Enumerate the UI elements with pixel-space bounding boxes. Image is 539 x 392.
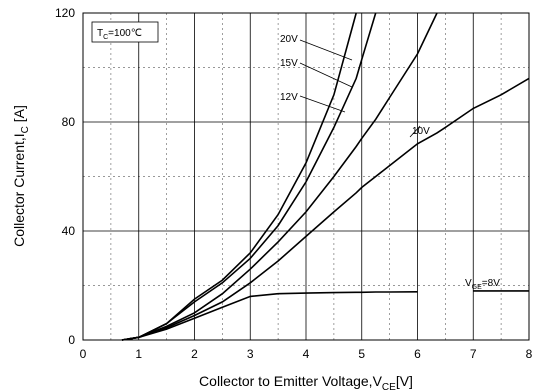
condition-rest: =100℃ (108, 28, 142, 39)
series-label: 10V (412, 126, 430, 137)
condition-sub: C (103, 34, 108, 41)
leader-line (299, 39, 353, 61)
y-label-unit: [A] (11, 105, 27, 126)
x-label-main: Collector to Emitter Voltage,V (199, 373, 383, 389)
x-tick-label: 0 (80, 347, 87, 361)
leader-line (299, 95, 346, 113)
x-tick-label: 4 (303, 347, 310, 361)
x-axis-label: Collector to Emitter Voltage,VCE[V] (199, 373, 413, 392)
condition-main: T (97, 28, 103, 39)
x-tick-label: 5 (358, 347, 365, 361)
x-tick-label: 2 (191, 347, 198, 361)
x-label-unit: [V] (396, 373, 413, 389)
x-tick-label: 8 (526, 347, 533, 361)
x-tick-label: 6 (414, 347, 421, 361)
series-label-rest: =8V (482, 278, 500, 289)
y-tick-label: 80 (62, 115, 76, 129)
series-line (121, 12, 438, 341)
y-tick-label: 0 (68, 333, 75, 347)
series-label-sub: GE (472, 284, 482, 291)
series-label: VGE=8V (465, 278, 500, 291)
series-label: 12V (280, 92, 298, 103)
y-tick-label: 120 (55, 6, 75, 20)
x-tick-label: 1 (135, 347, 142, 361)
x-label-sub: CE (382, 382, 396, 392)
series-label: 20V (280, 34, 298, 45)
y-axis-label: Collector Current,IC [A] (11, 105, 31, 247)
y-tick-label: 40 (62, 224, 76, 238)
plot-frame (82, 12, 530, 341)
x-tick-label: 3 (247, 347, 254, 361)
y-label-sub: C (20, 126, 31, 133)
series-label-main: V (465, 278, 472, 289)
leader-line (409, 125, 421, 138)
condition-box (91, 21, 159, 43)
x-tick-label: 7 (470, 347, 477, 361)
series-line (121, 12, 357, 341)
condition-text: TC=100℃ (97, 28, 142, 41)
series-line (121, 290, 529, 341)
series-label: 15V (280, 58, 298, 69)
y-label-main: Collector Current,I (11, 133, 27, 247)
series-line (121, 77, 530, 341)
leader-line (299, 62, 353, 88)
